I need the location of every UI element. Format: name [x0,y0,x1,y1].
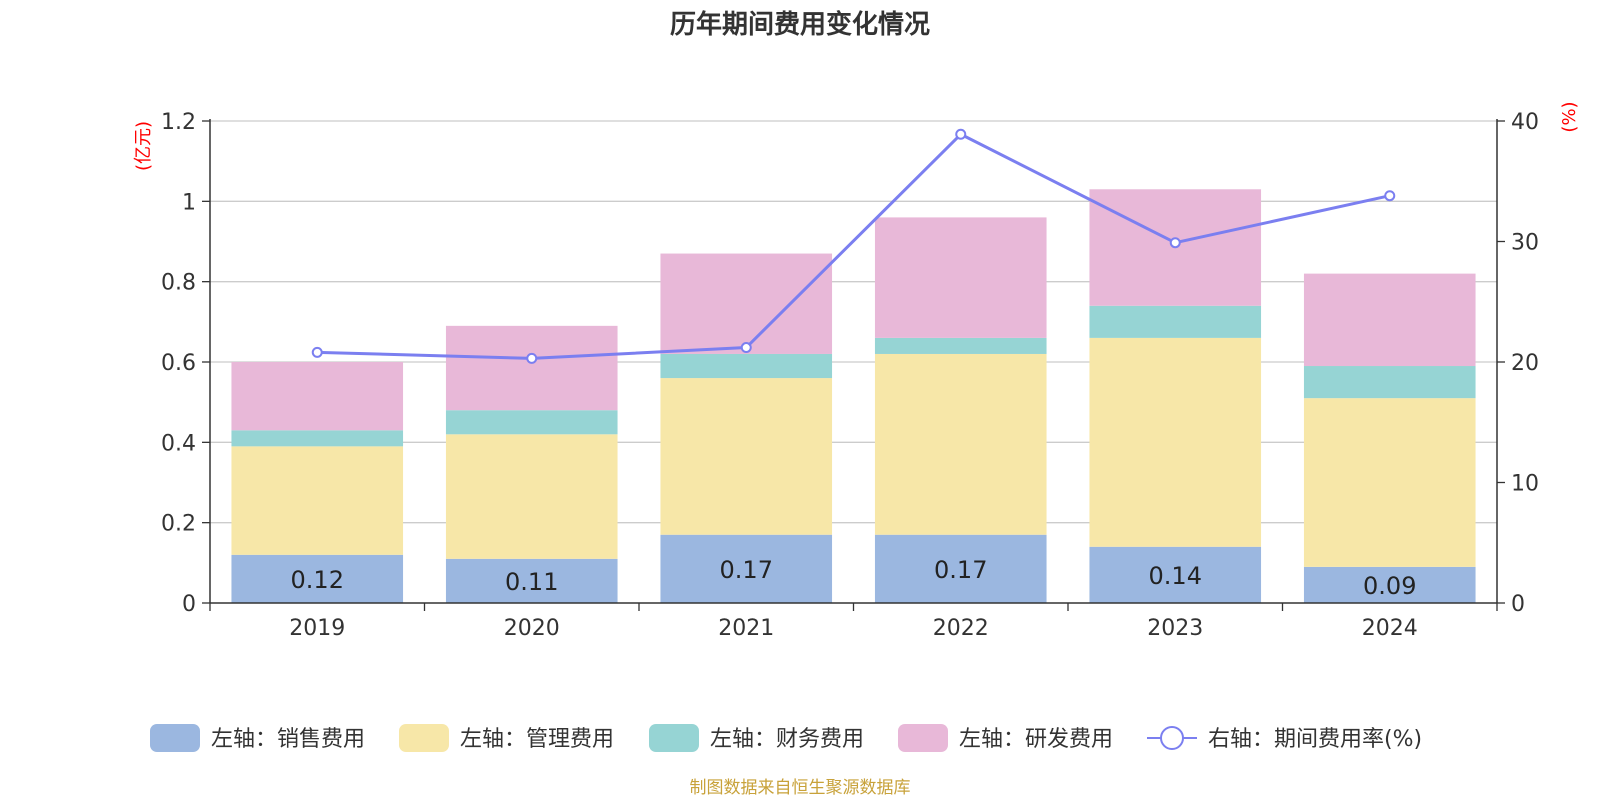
bar-segment [660,378,833,535]
rate-point [1169,237,1181,249]
bar-segment [660,253,833,354]
bar-segment [1303,398,1476,567]
left-axis-tick-label: 1.2 [161,110,196,135]
bar-segment [231,362,404,431]
rate-point [526,352,538,364]
legend-swatch [150,724,200,752]
bar-segment [660,353,833,379]
x-axis-tick-label: 2019 [289,616,345,641]
bar-segment [1303,366,1476,399]
legend-swatch [898,724,948,752]
bar-segment [874,353,1047,535]
left-axis-tick-label: 0.4 [161,431,196,456]
chart-title: 历年期间费用变化情况 [670,9,930,40]
rate-point [1384,190,1396,202]
bar-value-label: 0.09 [1363,572,1416,600]
left-axis-unit: (亿元) [133,121,154,171]
right-axis-unit: (%) [1559,101,1580,132]
right-axis-tick-label: 20 [1511,351,1539,376]
bar-segment [874,534,1047,603]
right-axis-tick-label: 40 [1511,110,1539,135]
bar-segment [231,446,404,555]
grid [210,120,1497,524]
rate-point [955,128,967,140]
legend-swatch [399,724,449,752]
bar-segment [445,558,618,603]
left-axis-tick-label: 1 [182,190,196,215]
x-axis-tick-label: 2024 [1362,616,1418,641]
source-note: 制图数据来自恒生聚源数据库 [690,778,911,798]
legend-label: 左轴：财务费用 [710,727,864,752]
bar-segment [231,430,404,447]
bar-value-label: 0.12 [291,566,344,594]
left-axis-tick-label: 0.8 [161,271,196,296]
rate-point [740,342,752,354]
legend-circle-icon [1160,726,1184,750]
left-axis-tick-label: 0 [182,592,196,617]
x-axis-tick-label: 2021 [718,616,774,641]
right-axis-tick-label: 0 [1511,592,1525,617]
bar-segment [1089,305,1262,338]
data-labels: 0.12 0.11 0.17 0.17 0.14 0.09 [291,556,1417,600]
bar-segment [1089,337,1262,547]
x-axis-tick-label: 2020 [504,616,560,641]
bar-value-label: 0.14 [1149,562,1202,590]
left-axis-tick-label: 0.6 [161,351,196,376]
bars [231,189,1476,603]
rate-line-path [317,132,1391,360]
right-axis-tick-label: 10 [1511,472,1539,497]
bar-segment [445,410,618,435]
legend-swatch [649,724,699,752]
right-axis-tick-label: 30 [1511,231,1539,256]
bar-segment [1303,273,1476,367]
legend-label: 左轴：管理费用 [460,727,614,752]
left-axis-tick-label: 0.2 [161,512,196,537]
x-axis-tick-label: 2023 [1147,616,1203,641]
rate-point [311,346,323,358]
legend-label: 左轴：研发费用 [959,727,1113,752]
bar-segment [660,534,833,603]
bar-segment [1303,566,1476,603]
bar-segment [874,217,1047,338]
x-axis-tick-label: 2022 [933,616,989,641]
bar-segment [1089,546,1262,603]
legend: 左轴：销售费用 左轴：管理费用 左轴：财务费用 左轴：研发费用 右轴：期间费用率(%) [150,724,1422,752]
bar-value-label: 0.17 [934,556,987,584]
legend-label: 左轴：销售费用 [211,727,365,752]
rate-line [311,128,1396,364]
bar-segment [231,554,404,603]
legend-label: 右轴：期间费用率(%) [1208,727,1422,752]
bar-segment [874,337,1047,354]
bar-segment [445,434,618,559]
bar-value-label: 0.17 [720,556,773,584]
bar-segment [445,325,618,411]
bar-value-label: 0.11 [505,568,558,596]
axes: 0 0.2 0.4 0.6 0.8 1 1.2 0 10 20 30 40 2019 2020 2021 20… [161,110,1539,641]
